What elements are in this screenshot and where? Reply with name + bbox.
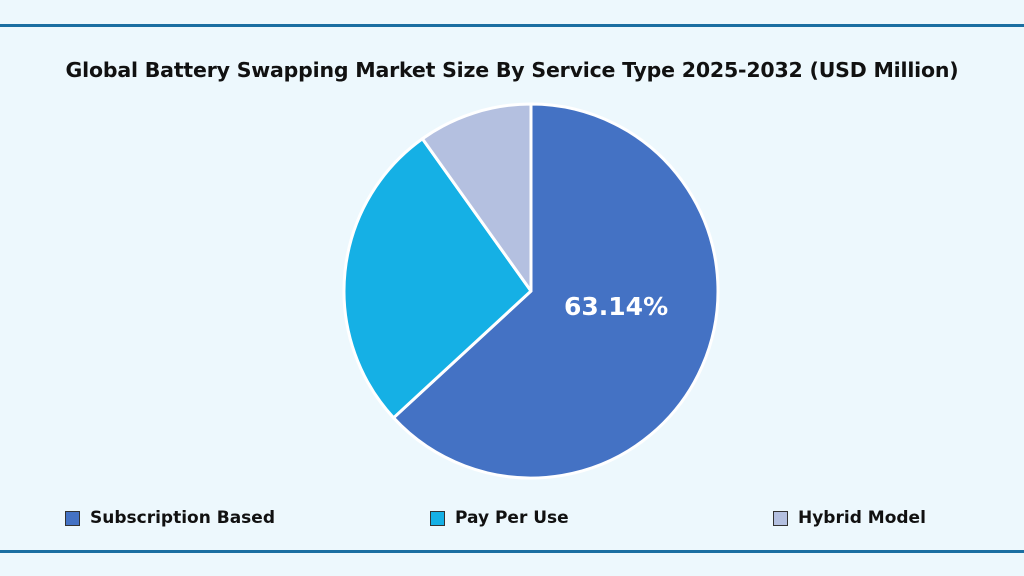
legend-item-pay-per-use: Pay Per Use [430, 508, 569, 528]
bottom-rule [0, 550, 1024, 553]
top-rule [0, 24, 1024, 27]
legend-swatch [773, 510, 788, 526]
legend-label: Subscription Based [90, 508, 275, 528]
legend-label: Hybrid Model [798, 508, 926, 528]
pie-slice-subscription-based [392, 102, 720, 480]
legend-label: Pay Per Use [455, 508, 569, 528]
legend-swatch [430, 510, 445, 526]
data-label: 63.14% [564, 292, 668, 321]
legend-item-hybrid-model: Hybrid Model [773, 508, 926, 528]
legend-swatch [65, 510, 80, 526]
pie-slice-hybrid-model [420, 102, 533, 293]
pie-slice-pay-per-use [342, 137, 533, 420]
legend-item-subscription-based: Subscription Based [65, 508, 275, 528]
chart-title: Global Battery Swapping Market Size By S… [65, 58, 959, 82]
